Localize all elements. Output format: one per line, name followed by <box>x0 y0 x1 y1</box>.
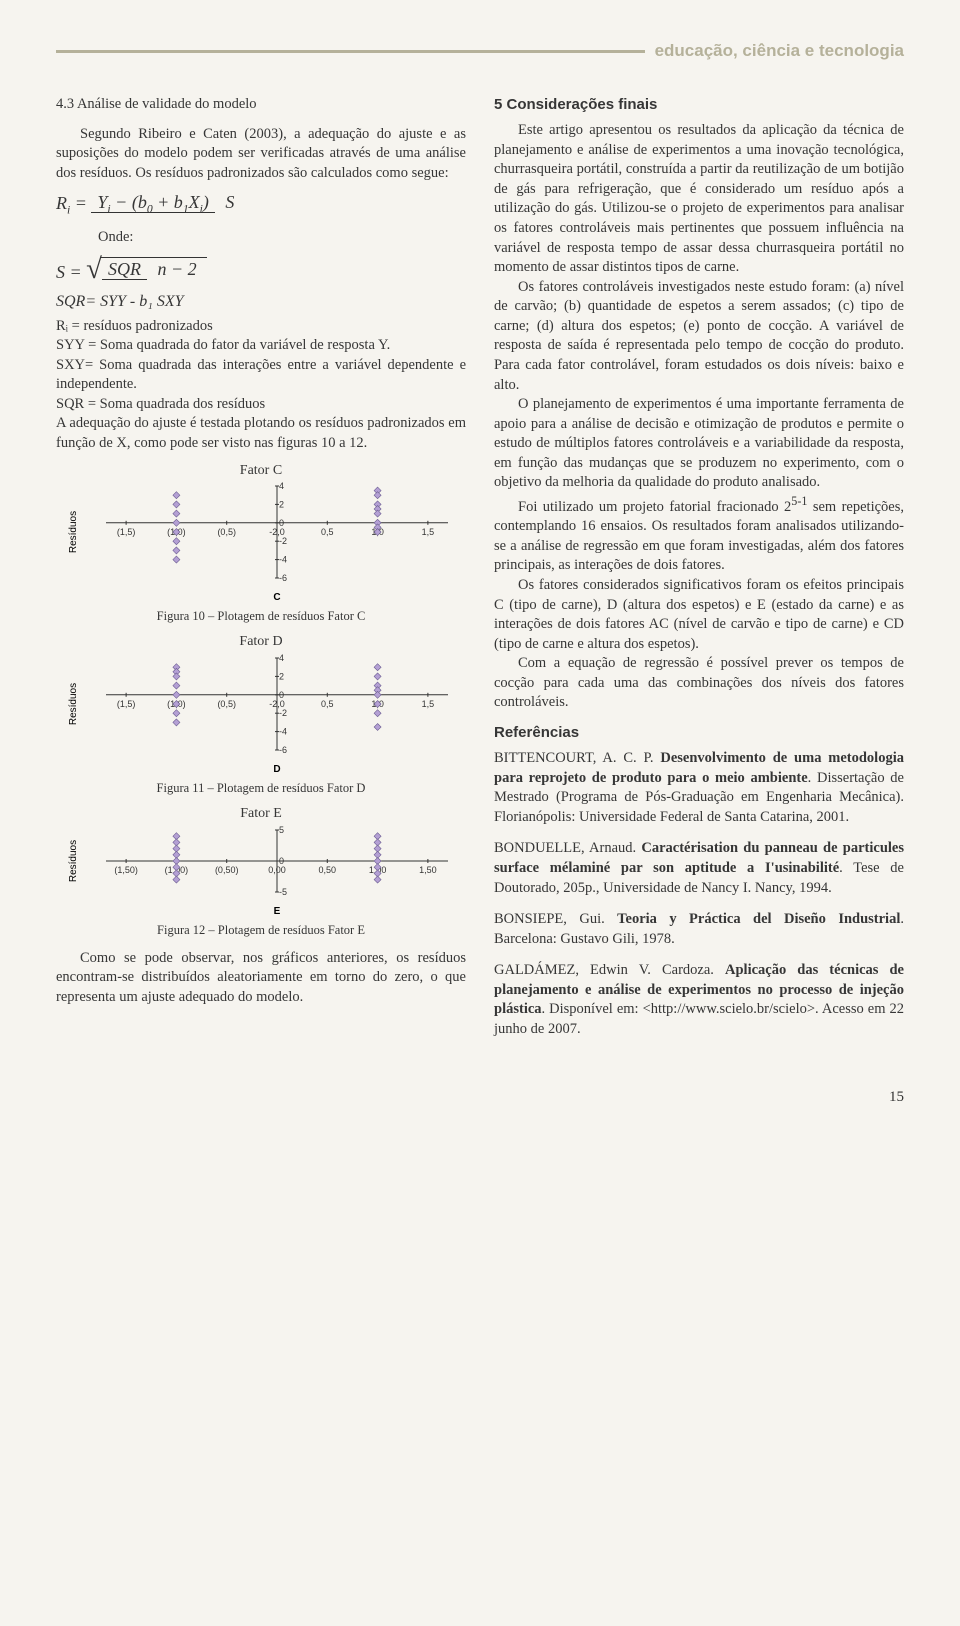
references-heading: Referências <box>494 723 904 743</box>
chart-c-svg-holder: -6-4-2024(1,5)(1,0)(0,5)-2,00,51,01,5CRe… <box>56 482 466 602</box>
right-p4: Foi utilizado um projeto fatorial fracio… <box>494 493 904 576</box>
svg-text:4: 4 <box>279 482 284 491</box>
ref-4-author: GALDÁMEZ, Edwin V. Cardoza. <box>494 962 725 978</box>
def-syy: SYY = Soma quadrada do fator da variável… <box>56 336 466 356</box>
page-number: 15 <box>56 1087 904 1107</box>
header-bar: educação, ciência e tecnologia <box>56 40 904 63</box>
right-p4a: Foi utilizado um projeto fatorial fracio… <box>518 499 791 515</box>
svg-text:5: 5 <box>279 826 284 835</box>
svg-text:E: E <box>274 906 281 916</box>
svg-text:2: 2 <box>279 672 284 682</box>
header-rule <box>56 50 645 53</box>
formula-sqr: SQR= SYY - b₁ SXY <box>56 293 466 311</box>
ref-3-title: Teoria y Práctica del Diseño Industrial <box>617 911 900 927</box>
left-conclusion: Como se pode observar, nos gráficos ante… <box>56 949 466 1008</box>
svg-text:1,50: 1,50 <box>419 865 437 875</box>
ref-4: GALDÁMEZ, Edwin V. Cardoza. Aplicação da… <box>494 961 904 1039</box>
formula-ri: Ri = Yi − (b0 + b1Xi) S <box>56 193 466 217</box>
section-5-heading: 5 Considerações finais <box>494 95 904 115</box>
ref-1-author: BITTENCOURT, A. C. P. <box>494 750 660 766</box>
svg-text:(0,5): (0,5) <box>217 699 236 709</box>
svg-text:0,50: 0,50 <box>319 865 337 875</box>
formula-s: S = SQR n − 2 <box>56 257 466 283</box>
svg-text:1,5: 1,5 <box>422 527 435 537</box>
right-p2: Os fatores controláveis investigados nes… <box>494 278 904 395</box>
svg-text:-4: -4 <box>279 727 287 737</box>
right-p4-sup: 5-1 <box>791 494 807 508</box>
left-p1: Segundo Ribeiro e Caten (2003), a adequa… <box>56 125 466 184</box>
caption-fig11: Figura 11 – Plotagem de resíduos Fator D <box>56 780 466 797</box>
two-column-layout: 4.3 Análise de validade do modelo Segund… <box>56 95 904 1052</box>
chart-fator-c: Fator C -6-4-2024(1,5)(1,0)(0,5)-2,00,51… <box>56 462 466 603</box>
chart-e-title: Fator E <box>56 805 466 824</box>
ref-3: BONSIEPE, Gui. Teoria y Práctica del Dis… <box>494 910 904 949</box>
chart-d-title: Fator D <box>56 633 466 652</box>
svg-text:1,5: 1,5 <box>422 699 435 709</box>
def-sxy: SXY= Soma quadrada das interações entre … <box>56 356 466 395</box>
svg-text:Resíduos: Resíduos <box>68 840 79 882</box>
svg-text:(1,5): (1,5) <box>117 699 136 709</box>
ref-2: BONDUELLE, Arnaud. Caractérisation du pa… <box>494 839 904 898</box>
header-title: educação, ciência e tecnologia <box>645 40 904 63</box>
svg-text:-5: -5 <box>279 887 287 897</box>
caption-fig12: Figura 12 – Plotagem de resíduos Fator E <box>56 922 466 939</box>
svg-text:(1,5): (1,5) <box>117 527 136 537</box>
svg-text:C: C <box>273 592 280 602</box>
chart-c-title: Fator C <box>56 462 466 481</box>
right-column: 5 Considerações finais Este artigo apres… <box>494 95 904 1052</box>
left-column: 4.3 Análise de validade do modelo Segund… <box>56 95 466 1052</box>
right-p5: Os fatores considerados significativos f… <box>494 576 904 654</box>
ref-3-author: BONSIEPE, Gui. <box>494 911 617 927</box>
svg-text:4: 4 <box>279 654 284 663</box>
onde-label: Onde: <box>98 228 466 248</box>
svg-text:(1,50): (1,50) <box>114 865 138 875</box>
svg-text:(0,50): (0,50) <box>215 865 239 875</box>
right-p6: Com a equação de regressão é possível pr… <box>494 654 904 713</box>
svg-text:-6: -6 <box>279 745 287 755</box>
svg-text:D: D <box>273 764 280 774</box>
def-r: Rᵢ = resíduos padronizados <box>56 317 466 337</box>
svg-text:-2: -2 <box>279 708 287 718</box>
caption-fig10: Figura 10 – Plotagem de resíduos Fator C <box>56 608 466 625</box>
svg-text:Resíduos: Resíduos <box>68 511 79 553</box>
svg-text:Resíduos: Resíduos <box>68 683 79 725</box>
chart-e-svg-holder: -505(1,50)(1,00)(0,50)0,000,501,001,50ER… <box>56 826 466 916</box>
svg-text:-6: -6 <box>279 573 287 583</box>
right-p1: Este artigo apresentou os resultados da … <box>494 121 904 278</box>
svg-text:-4: -4 <box>279 555 287 565</box>
svg-text:(0,5): (0,5) <box>217 527 236 537</box>
def-sqr-text: SQR = Soma quadrada dos resíduos <box>56 395 466 415</box>
chart-fator-e: Fator E -505(1,50)(1,00)(0,50)0,000,501,… <box>56 805 466 916</box>
svg-text:0,5: 0,5 <box>321 527 334 537</box>
svg-text:2: 2 <box>279 500 284 510</box>
section-4-3-heading: 4.3 Análise de validade do modelo <box>56 95 466 115</box>
ref-2-author: BONDUELLE, Arnaud. <box>494 840 641 856</box>
chart-fator-d: Fator D -6-4-2024(1,5)(1,0)(0,5)-2,00,51… <box>56 633 466 774</box>
left-p2: A adequação do ajuste é testada plotando… <box>56 414 466 453</box>
chart-d-svg-holder: -6-4-2024(1,5)(1,0)(0,5)-2,00,51,01,5DRe… <box>56 654 466 774</box>
svg-text:-2: -2 <box>279 537 287 547</box>
ref-1: BITTENCOURT, A. C. P. Desenvolvimento de… <box>494 749 904 827</box>
svg-text:0,5: 0,5 <box>321 699 334 709</box>
ref-4-rest: . Disponível em: <http://www.scielo.br/s… <box>494 1001 904 1037</box>
right-p3: O planejamento de experimentos é uma imp… <box>494 395 904 493</box>
